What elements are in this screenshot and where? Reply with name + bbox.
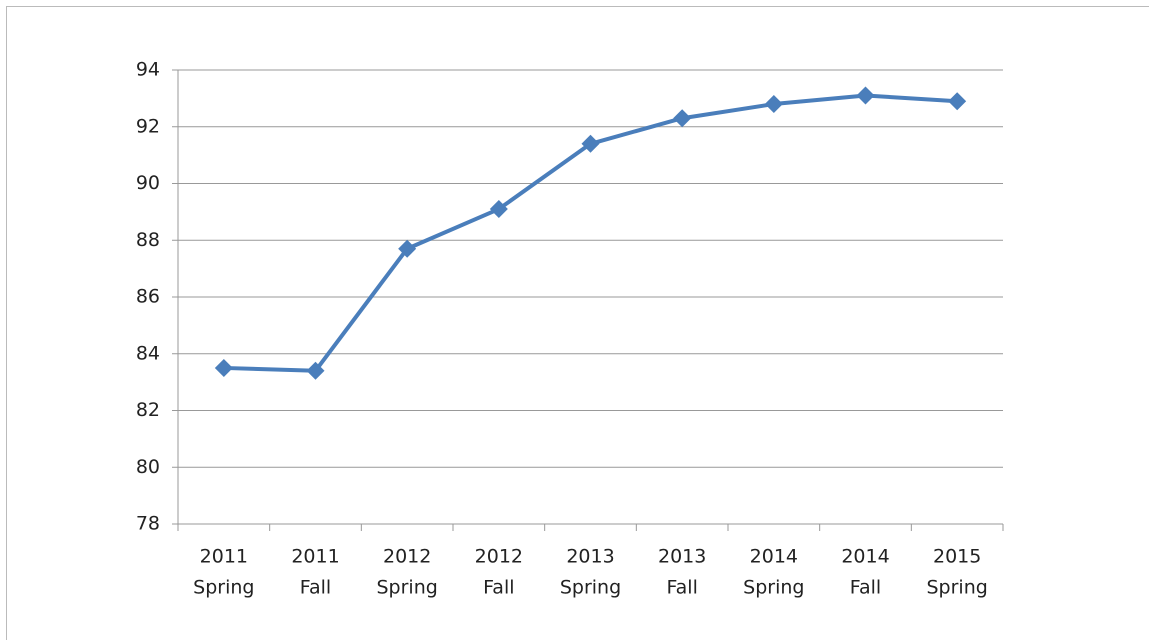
x-tick-label: Spring [193, 577, 254, 599]
marker [214, 358, 233, 377]
x-tick-label: 2012 [383, 546, 431, 568]
marker [581, 134, 600, 153]
x-tick-label: Fall [300, 577, 331, 599]
x-tick-label: 2015 [933, 546, 981, 568]
marker [948, 92, 967, 111]
x-tick-label: 2013 [566, 546, 614, 568]
x-tick-label: Fall [666, 577, 697, 599]
frame [6, 6, 1149, 640]
marker [856, 86, 875, 105]
y-tick-label: 90 [136, 172, 160, 194]
y-tick-label: 92 [136, 115, 160, 137]
marker [764, 95, 783, 114]
x-tick-label: Spring [377, 577, 438, 599]
x-tick-label: Spring [743, 577, 804, 599]
x-tick-label: 2013 [658, 546, 706, 568]
y-tick-label: 86 [136, 286, 160, 308]
y-tick-label: 84 [136, 342, 160, 364]
y-tick-label: 94 [136, 59, 160, 81]
y-tick-label: 78 [136, 513, 160, 535]
x-tick-label: 2011 [200, 546, 248, 568]
x-tick-label: 2014 [841, 546, 889, 568]
x-tick-label: 2014 [750, 546, 798, 568]
x-tick-label: Spring [927, 577, 988, 599]
x-tick-label: Spring [560, 577, 621, 599]
y-tick-label: 88 [136, 229, 160, 251]
x-tick-label: Fall [850, 577, 881, 599]
marker [398, 239, 417, 258]
marker [306, 361, 325, 380]
marker [673, 109, 692, 128]
x-tick-label: 2011 [291, 546, 339, 568]
y-tick-label: 82 [136, 399, 160, 421]
x-tick-label: Fall [483, 577, 514, 599]
x-tick-label: 2012 [475, 546, 523, 568]
marker [489, 200, 508, 219]
y-tick-label: 80 [136, 456, 160, 478]
